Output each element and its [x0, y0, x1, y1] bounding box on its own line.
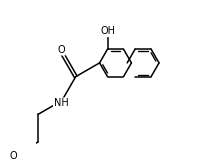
Text: OH: OH [100, 26, 115, 36]
Text: O: O [10, 151, 17, 160]
Text: NH: NH [54, 98, 69, 108]
Text: O: O [57, 45, 65, 55]
